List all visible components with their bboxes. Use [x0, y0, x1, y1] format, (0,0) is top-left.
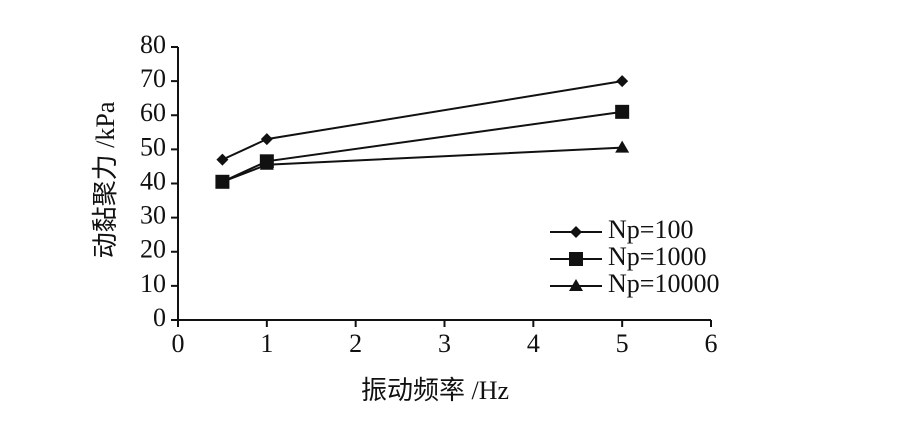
x-tick-label: 6	[705, 329, 718, 358]
marker	[260, 133, 273, 146]
marker	[616, 75, 629, 88]
legend-marker	[569, 252, 583, 266]
x-tick-label: 3	[438, 329, 451, 358]
y-tick-label: 80	[140, 30, 166, 59]
y-axis-label: 动黏聚力 /kPa	[91, 101, 120, 258]
legend-label: Np=1000	[608, 242, 706, 271]
legend-marker	[569, 279, 583, 291]
marker	[259, 157, 274, 170]
y-tick-label: 60	[140, 98, 166, 127]
marker	[216, 153, 229, 166]
x-axis-label: 振动频率 /Hz	[361, 376, 509, 405]
marker	[615, 140, 630, 153]
series-line	[221, 110, 623, 183]
legend-marker	[570, 226, 582, 238]
y-tick-label: 40	[140, 166, 166, 195]
x-tick-label: 0	[172, 329, 185, 358]
x-tick-label: 4	[527, 329, 540, 358]
marker	[615, 104, 630, 119]
y-tick-label: 10	[140, 269, 166, 298]
y-tick-label: 50	[140, 132, 166, 161]
y-tick-label: 20	[140, 235, 166, 264]
x-tick-label: 2	[349, 329, 362, 358]
y-tick-label: 30	[140, 201, 166, 230]
y-tick-label: 70	[140, 64, 166, 93]
series-line	[222, 146, 623, 183]
x-tick-label: 1	[260, 329, 273, 358]
x-tick-label: 5	[616, 329, 629, 358]
legend-label: Np=100	[608, 215, 693, 244]
y-tick-label: 0	[153, 303, 166, 332]
legend-label: Np=10000	[608, 269, 719, 298]
marker	[215, 174, 230, 187]
